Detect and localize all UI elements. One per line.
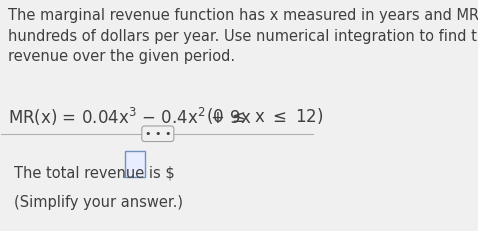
Text: The marginal revenue function has x measured in years and MR(x) in
hundreds of d: The marginal revenue function has x meas… xyxy=(8,8,478,64)
FancyBboxPatch shape xyxy=(125,151,145,177)
Text: (0 $\leq$ x $\leq$ 12): (0 $\leq$ x $\leq$ 12) xyxy=(164,106,324,126)
Text: (Simplify your answer.): (Simplify your answer.) xyxy=(14,195,183,210)
Text: • • •: • • • xyxy=(144,129,171,139)
Text: The total revenue is $: The total revenue is $ xyxy=(14,166,174,181)
Text: MR(x) = 0.04x$^3$ $-$ 0.4x$^2$ + 9x: MR(x) = 0.04x$^3$ $-$ 0.4x$^2$ + 9x xyxy=(8,106,251,128)
